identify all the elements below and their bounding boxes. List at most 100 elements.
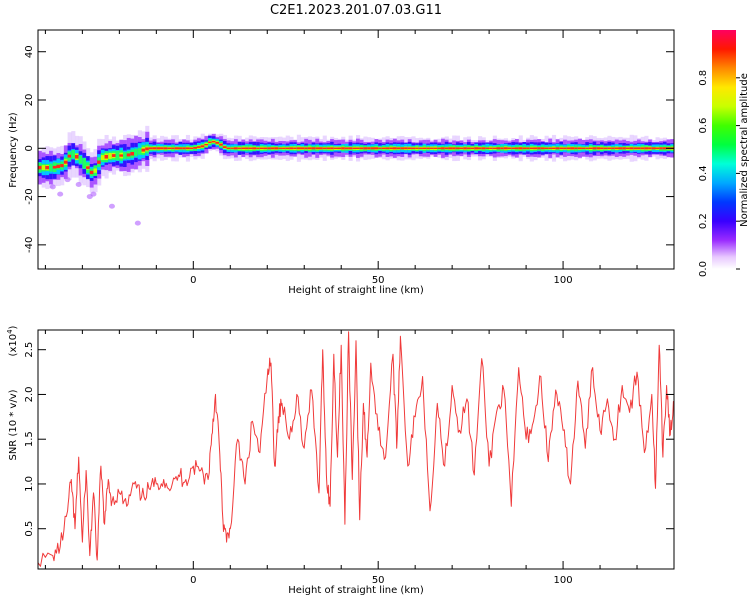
- heatmap-cell: [344, 147, 350, 150]
- heatmap-cell: [577, 147, 582, 150]
- heatmap-cell: [611, 147, 616, 150]
- snr-x-tick-label: 50: [372, 575, 385, 586]
- heatmap-cell: [67, 154, 72, 158]
- heatmap-cell: [455, 147, 460, 150]
- heatmap-cell: [444, 147, 449, 150]
- heatmap-cell: [333, 147, 338, 149]
- heatmap-cell: [100, 155, 105, 160]
- heatmap-cell: [381, 147, 386, 150]
- heatmap-blob: [57, 191, 64, 197]
- colorbar-tick-label: 0.4: [698, 165, 709, 181]
- heatmap-cell: [396, 147, 401, 150]
- heatmap-cell: [596, 147, 601, 150]
- heatmap-cell: [148, 147, 154, 150]
- heatmap-cell: [522, 147, 527, 150]
- heatmap-cell: [123, 151, 128, 160]
- heatmap-cell: [211, 140, 216, 143]
- snr-y-tick-label: 2.0: [24, 386, 35, 402]
- heatmap-cell: [385, 147, 390, 150]
- heatmap-cell: [200, 145, 205, 148]
- heatmap-cell: [115, 150, 120, 161]
- spectral-amplitude-map: [38, 125, 674, 226]
- heatmap-cell: [529, 147, 534, 150]
- heatmap-cell: [481, 147, 486, 150]
- heatmap-cell: [315, 147, 320, 150]
- heatmap-cell: [82, 158, 87, 169]
- heatmap-cell: [437, 147, 442, 149]
- heatmap-cell: [189, 147, 194, 150]
- heatmap-cell: [167, 147, 172, 150]
- heatmap-cell: [389, 147, 394, 150]
- spectrogram-y-axis-label: Frequency (Hz): [8, 112, 19, 188]
- snr-series-line: [38, 331, 674, 567]
- heatmap-cell: [222, 146, 227, 148]
- heatmap-cell: [555, 147, 560, 150]
- heatmap-cell: [38, 165, 43, 170]
- heatmap-cell: [174, 147, 179, 150]
- heatmap-cell: [563, 147, 568, 150]
- heatmap-cell: [285, 147, 290, 150]
- heatmap-cell: [326, 147, 331, 150]
- heatmap-cell: [470, 147, 475, 150]
- snr-y-axis-label: SNR (10 * v/v): [8, 389, 19, 460]
- spectrogram-y-tick-label: 40: [24, 45, 35, 58]
- heatmap-cell: [348, 147, 353, 150]
- snr-frame: [37, 329, 675, 570]
- heatmap-cell: [662, 147, 668, 150]
- heatmap-cell: [163, 147, 168, 150]
- spectrogram-frame: [37, 29, 675, 270]
- heatmap-cell: [160, 147, 165, 150]
- heatmap-blob: [90, 191, 97, 197]
- heatmap-blob: [75, 182, 82, 188]
- heatmap-blob: [134, 220, 141, 226]
- heatmap-cell: [296, 147, 301, 150]
- heatmap-cell: [533, 147, 538, 150]
- figure-title: C2E1.2023.201.07.03.G11: [270, 3, 442, 18]
- snr-x-tick-label: 0: [190, 575, 196, 586]
- heatmap-cell: [193, 146, 198, 149]
- heatmap-cell: [404, 147, 409, 150]
- heatmap-cell: [219, 143, 224, 146]
- heatmap-cell: [93, 168, 98, 173]
- heatmap-cell: [363, 147, 368, 150]
- snr-y-exponent-label: (x104): [6, 325, 19, 356]
- heatmap-cell: [648, 147, 653, 150]
- heatmap-cell: [356, 147, 361, 149]
- heatmap-cell: [592, 147, 597, 150]
- heatmap-cell: [492, 147, 497, 149]
- heatmap-cell: [496, 147, 501, 150]
- heatmap-cell: [566, 147, 571, 150]
- heatmap-cell: [544, 147, 549, 150]
- heatmap-cell: [208, 141, 213, 143]
- heatmap-cell: [49, 163, 54, 172]
- colorbar-tick-label: 0.2: [698, 213, 709, 229]
- heatmap-cell: [452, 147, 457, 150]
- heatmap-cell: [618, 147, 623, 150]
- heatmap-cell: [503, 147, 509, 150]
- heatmap-cell: [415, 147, 420, 149]
- spectrogram-y-tick-label: -20: [24, 188, 35, 204]
- heatmap-cell: [359, 147, 364, 150]
- heatmap-cell: [108, 152, 113, 159]
- heatmap-cell: [259, 147, 264, 150]
- heatmap-cell: [644, 147, 649, 150]
- heatmap-cell: [640, 147, 645, 150]
- heatmap-cell: [197, 146, 202, 148]
- heatmap-cell: [378, 147, 383, 149]
- heatmap-cell: [651, 147, 656, 150]
- heatmap-cell: [304, 147, 309, 150]
- heatmap-cell: [278, 147, 283, 149]
- heatmap-cell: [418, 147, 423, 149]
- heatmap-cell: [185, 147, 191, 150]
- heatmap-blob: [64, 177, 71, 183]
- heatmap-cell: [274, 147, 279, 150]
- heatmap-cell: [311, 147, 316, 150]
- heatmap-cell: [411, 147, 416, 150]
- heatmap-cell: [119, 154, 124, 157]
- heatmap-cell: [89, 170, 94, 175]
- heatmap-cell: [511, 147, 516, 150]
- heatmap-cell: [374, 147, 379, 150]
- heatmap-cell: [400, 147, 405, 150]
- heatmap-cell: [152, 147, 157, 150]
- heatmap-cell: [145, 147, 150, 151]
